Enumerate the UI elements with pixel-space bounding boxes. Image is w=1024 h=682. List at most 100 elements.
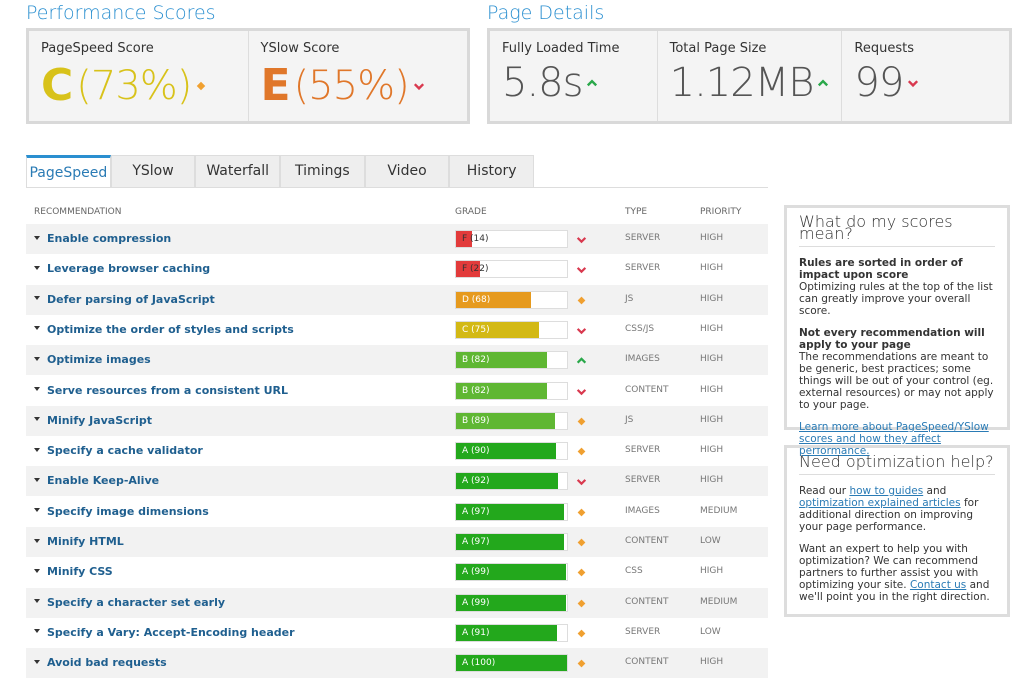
recommendation[interactable]: Enable compression bbox=[34, 232, 171, 245]
table-row: Enable compression F (14) SERVER HIGH bbox=[26, 224, 768, 254]
value: 5.8s bbox=[502, 60, 583, 106]
grade-label: A (92) bbox=[462, 476, 490, 487]
link[interactable]: Contact us bbox=[909, 579, 967, 591]
column-header: PRIORITY bbox=[700, 207, 742, 217]
recommendation[interactable]: Specify a cache validator bbox=[34, 444, 203, 457]
trend-icon bbox=[818, 79, 829, 87]
score-card: PageSpeed Score C (73%) bbox=[29, 31, 249, 121]
grade-label: C (75) bbox=[462, 324, 490, 335]
type: IMAGES bbox=[625, 505, 660, 516]
text: Rules are sorted in order of impact upon… bbox=[799, 257, 963, 281]
grade-label: B (82) bbox=[462, 355, 490, 366]
grade-bar-track: A (99) bbox=[455, 593, 568, 612]
grade-bar bbox=[456, 231, 472, 247]
recommendation[interactable]: Specify image dimensions bbox=[34, 505, 209, 518]
recommendation[interactable]: Specify a character set early bbox=[34, 596, 225, 609]
recommendation[interactable]: Minify CSS bbox=[34, 565, 113, 578]
table-row: Minify JavaScript B (89) JS HIGH bbox=[26, 405, 768, 436]
grade-bar-track: B (82) bbox=[455, 351, 568, 370]
type: SERVER bbox=[625, 263, 661, 274]
panel-title: What do my scores mean? bbox=[799, 214, 995, 247]
priority: HIGH bbox=[700, 445, 724, 456]
type: CSS/JS bbox=[625, 323, 655, 334]
trend-icon bbox=[576, 267, 587, 274]
grade-bar bbox=[456, 321, 540, 338]
trend-icon bbox=[908, 80, 919, 88]
detail-label: Fully Loaded Time bbox=[502, 41, 620, 56]
trend-icon bbox=[576, 237, 587, 244]
recommendation[interactable]: Serve resources from a consistent URL bbox=[34, 384, 288, 397]
trend-icon bbox=[197, 81, 206, 90]
grade-bar bbox=[456, 655, 567, 672]
type: IMAGES bbox=[625, 354, 660, 365]
score-value: C (73%) bbox=[41, 60, 236, 111]
text: Want an expert to help you with optimiza… bbox=[799, 543, 979, 591]
trend-icon bbox=[577, 296, 586, 304]
score-percent: (55%) bbox=[293, 62, 410, 109]
grade-label: A (100) bbox=[462, 658, 496, 669]
type: CONTENT bbox=[625, 596, 669, 607]
recommendation[interactable]: Minify JavaScript bbox=[34, 414, 152, 427]
type: SERVER bbox=[625, 475, 661, 486]
grade-label: B (82) bbox=[462, 385, 490, 396]
grade-bar-track: A (92) bbox=[455, 472, 568, 491]
grade-bar-track: A (97) bbox=[455, 533, 568, 551]
link[interactable]: optimization explained articles bbox=[799, 497, 961, 509]
type: SERVER bbox=[625, 626, 661, 637]
type: SERVER bbox=[625, 233, 661, 243]
detail-card: Requests 99 bbox=[842, 31, 1009, 121]
recommendation[interactable]: Leverage browser caching bbox=[34, 262, 210, 275]
recommendation[interactable]: Minify HTML bbox=[34, 535, 124, 548]
priority: HIGH bbox=[700, 566, 724, 577]
table-row: Specify a cache validator A (90) SERVER HIG… bbox=[26, 436, 768, 467]
trend-icon bbox=[577, 538, 586, 547]
recommendation[interactable]: Specify a Vary: Accept-Encoding header bbox=[34, 626, 295, 639]
priority: LOW bbox=[700, 626, 721, 637]
panel-title: Need optimization help? bbox=[799, 454, 995, 475]
priority: MEDIUM bbox=[700, 596, 738, 607]
grade-label: A (97) bbox=[462, 506, 490, 517]
tab[interactable]: Timings bbox=[280, 155, 365, 188]
recommendation[interactable]: Optimize images bbox=[34, 353, 151, 366]
text: and we'll point you in the right directi… bbox=[799, 579, 990, 603]
trend-icon bbox=[577, 447, 586, 456]
text: The recommendations are meant to be gene… bbox=[799, 351, 994, 411]
column-header: GRADE bbox=[455, 207, 487, 217]
grade-bar bbox=[456, 352, 548, 369]
type: CONTENT bbox=[625, 384, 669, 395]
grade-label: F (22) bbox=[462, 264, 489, 275]
grade-bar bbox=[456, 443, 556, 460]
priority: MEDIUM bbox=[700, 505, 738, 516]
text: Read our bbox=[799, 485, 847, 497]
link[interactable]: how to guides bbox=[849, 485, 924, 497]
grade-bar-track: B (82) bbox=[455, 381, 568, 400]
tab[interactable]: PageSpeed bbox=[26, 155, 111, 188]
link[interactable]: Learn more about PageSpeed/YSlow scores … bbox=[799, 421, 989, 457]
recommendation[interactable]: Optimize the order of styles and scripts bbox=[34, 323, 294, 336]
priority: HIGH bbox=[700, 475, 724, 486]
table-row: Specify a character set early A (99) CONTE… bbox=[26, 587, 768, 618]
priority: HIGH bbox=[700, 657, 724, 668]
priority: LOW bbox=[700, 536, 721, 546]
priority: HIGH bbox=[700, 414, 724, 425]
grade-bar-track: A (99) bbox=[455, 563, 568, 582]
detail-value: 5.8s bbox=[502, 60, 645, 106]
trend-icon bbox=[576, 327, 587, 335]
trend-icon bbox=[587, 79, 598, 87]
score-label: YSlow Score bbox=[260, 41, 340, 56]
recommendation[interactable]: Avoid bad requests bbox=[34, 656, 167, 669]
trend-icon bbox=[577, 599, 586, 607]
tab[interactable]: Waterfall bbox=[195, 155, 281, 188]
grade-bar-track: A (100) bbox=[455, 654, 568, 673]
grade-label: B (89) bbox=[462, 415, 490, 426]
grade-bar-track: C (75) bbox=[455, 320, 568, 339]
grade-label: A (99) bbox=[462, 597, 490, 608]
recommendation[interactable]: Enable Keep-Alive bbox=[34, 474, 159, 487]
table-row: Specify image dimensions A (97) IMAGES MEDI… bbox=[26, 496, 768, 527]
grade-label: A (97) bbox=[462, 537, 490, 547]
tab[interactable]: Video bbox=[364, 155, 450, 188]
grade-letter: C bbox=[41, 60, 73, 111]
tab[interactable]: History bbox=[449, 155, 535, 188]
recommendation[interactable]: Defer parsing of JavaScript bbox=[34, 293, 215, 306]
tab[interactable]: YSlow bbox=[110, 155, 196, 188]
